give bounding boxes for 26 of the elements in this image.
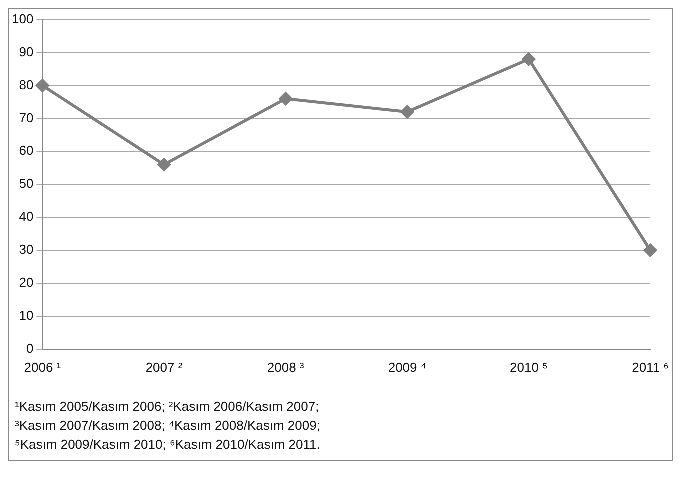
x-tick-label: 2011 ⁶ <box>632 360 669 375</box>
y-tick-label: 90 <box>19 44 34 60</box>
text: ¹Kasım 2005/Kasım 2006; ²Kasım 2006/Kasım 2007; <box>15 398 320 416</box>
y-tick-label: 30 <box>19 242 34 258</box>
x-tick-label: 2008 ³ <box>267 360 305 375</box>
point <box>644 244 658 258</box>
y-tick-label: 0 <box>26 340 34 356</box>
text: ⁵Kasım 2009/Kasım 2010; ⁶Kasım 2010/Kasım 2011. <box>15 436 322 454</box>
text: ³Kasım 2007/Kasım 2008; ⁴Kasım 2008/Kasım 2009; <box>15 417 322 435</box>
point <box>158 158 171 172</box>
point <box>279 92 292 106</box>
x-tick-label: 2007 ² <box>146 360 184 375</box>
y-tick-label: 100 <box>12 11 34 26</box>
x-tick-label: 2009 ⁴ <box>388 360 426 375</box>
point <box>522 52 536 66</box>
y-tick-label: 40 <box>19 209 34 224</box>
x-tick-label: 2010 ⁵ <box>510 360 548 375</box>
y-tick-label: 10 <box>19 308 34 324</box>
y-tick-label: 70 <box>19 110 34 126</box>
x-tick-label: 2006 ¹ <box>24 360 62 375</box>
point <box>36 79 50 92</box>
point <box>400 106 414 119</box>
y-tick-label: 50 <box>19 176 34 192</box>
y-tick-label: 20 <box>19 275 34 290</box>
y-tick-label: 80 <box>19 77 34 92</box>
y-tick-label: 60 <box>19 143 34 158</box>
